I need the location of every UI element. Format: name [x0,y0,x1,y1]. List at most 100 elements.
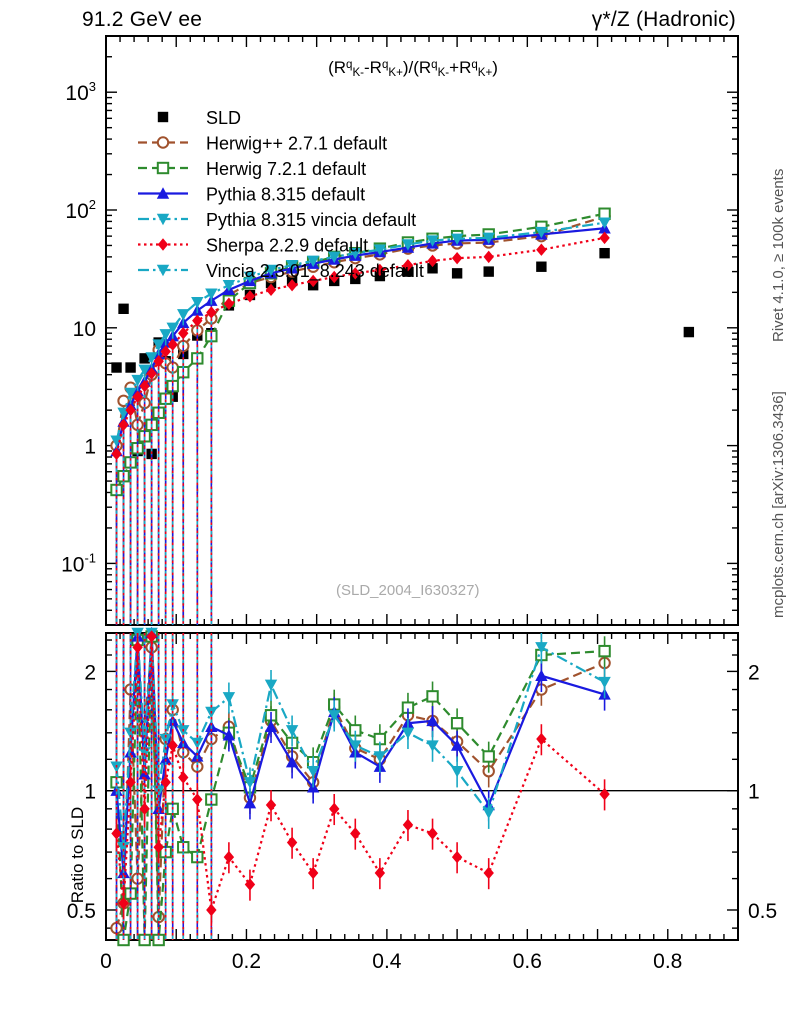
title-part-3: )/(R [402,58,432,77]
ratio-point-marker [265,798,277,812]
legend-item-sld[interactable]: SLD [157,108,241,128]
ratio-point-marker [243,796,257,809]
legend-item-pythia-8-315-default[interactable]: Pythia 8.315 default [138,185,365,205]
main-y-tick-label: 103 [65,79,96,105]
ratio-point-marker [132,641,143,654]
ratio-point-marker [328,710,341,722]
data-point-marker [125,403,136,417]
ratio-series-line [115,636,606,911]
legend-marker [157,238,169,251]
data-point-marker [483,266,494,277]
data-point-marker [264,264,278,277]
data-point-marker [427,254,438,268]
ratio-point-marker [426,740,439,752]
ratio-series-line [115,632,605,874]
legend-item-sherpa-2-2-9-default[interactable]: Sherpa 2.2.9 default [138,236,368,256]
data-point-marker [131,374,144,387]
data-point-marker [426,235,439,247]
legend-marker [156,161,170,175]
ratio-point-marker [598,676,611,689]
legend-label: Sherpa 2.2.9 default [206,236,368,256]
data-point-marker [598,207,611,220]
ratio-point-marker [535,669,548,681]
data-point-marker [349,247,362,260]
title-sub-sign4: + [485,67,493,80]
title-sub-sign3: - [445,67,450,80]
data-point-marker [599,231,610,245]
data-point-marker [243,271,257,284]
title-sub-k1: K [352,67,361,80]
data-point-marker [483,250,494,264]
title-part-2: -R [364,58,382,77]
ratio-point-marker [124,727,137,739]
series-sherpa-2-2-9-default [111,231,610,625]
ratio-point-marker [535,642,548,654]
legend-marker [156,213,170,226]
data-point-marker [306,255,320,268]
header-left-label: 91.2 GeV ee [82,8,203,31]
ratio-point-marker [222,729,236,741]
legend-marker [157,111,169,123]
ratio-point-marker [139,802,150,816]
data-point-marker [265,283,277,297]
ratio-point-marker [192,793,203,806]
title-sup-q1: q [346,58,353,71]
ratio-point-marker [482,750,495,763]
ratio-point-marker [350,827,361,840]
data-point-marker [402,258,414,272]
ratio-point-marker [264,679,278,692]
series-line [115,236,605,455]
ratio-point-marker [426,714,439,727]
ratio-point-marker [159,753,172,765]
main-y-tick-label: 1 [84,436,96,459]
ratio-point-marker [483,866,494,880]
legend-item-herwig-7-2-1-default[interactable]: Herwig 7.2.1 default [138,159,366,179]
legend-item-herwig-2-7-1-default[interactable]: Herwig++ 2.7.1 default [138,134,387,154]
data-point-marker [146,367,157,380]
data-point-marker [160,345,171,358]
title-part-4: +R [449,58,472,77]
ratio-point-marker [450,739,464,751]
legend-item-vincia-2-3-01-8-243-default[interactable]: Vincia 2.3.01_8.243 default [138,261,424,282]
main-y-tick-label: 10-1 [61,550,96,576]
ratio-point-marker [286,836,298,849]
main-panel-frame [105,35,739,626]
legend-item-pythia-8-315-vincia-default[interactable]: Pythia 8.315 vincia default [138,210,416,230]
data-point-marker [427,263,438,274]
legend-label: Pythia 8.315 default [206,185,365,205]
ratio-point-marker [401,727,415,739]
title-sub-sign1: - [360,67,365,80]
title-sup-q3: q [431,58,438,71]
data-point-marker [285,259,299,272]
data-point-marker [451,268,463,279]
ratio-point-marker [329,802,340,816]
data-point-marker [451,251,463,265]
data-point-marker [401,239,415,251]
ratio-point-marker [285,725,299,737]
legend-label: Herwig++ 2.7.1 default [206,134,387,154]
data-point-marker [178,326,189,340]
data-point-marker [132,390,143,403]
legend-label: Herwig 7.2.1 default [206,159,366,179]
ratio-point-marker [598,644,611,658]
ratio-point-marker [427,827,438,840]
series-pythia-8-315-vincia-default [110,217,611,625]
ratio-series-line [115,647,606,929]
ratio-series-herwig-2-7-1-default [110,633,611,940]
ratio-series-herwig-7-2-1-default [110,630,611,947]
title-part-5: ) [492,58,498,77]
data-point-marker [536,243,547,256]
ratio-point-marker [349,740,362,752]
ratio-point-marker [374,866,386,880]
data-point-marker [683,326,695,338]
ratio-series-line [115,632,606,848]
ratio-point-marker [124,746,137,758]
data-point-marker [177,309,190,321]
ratio-point-marker [307,866,319,880]
ratio-point-marker [125,776,136,789]
series-pythia-8-315-default [110,222,611,625]
ratio-point-marker [264,720,278,732]
title-sup-q2: q [381,58,389,71]
